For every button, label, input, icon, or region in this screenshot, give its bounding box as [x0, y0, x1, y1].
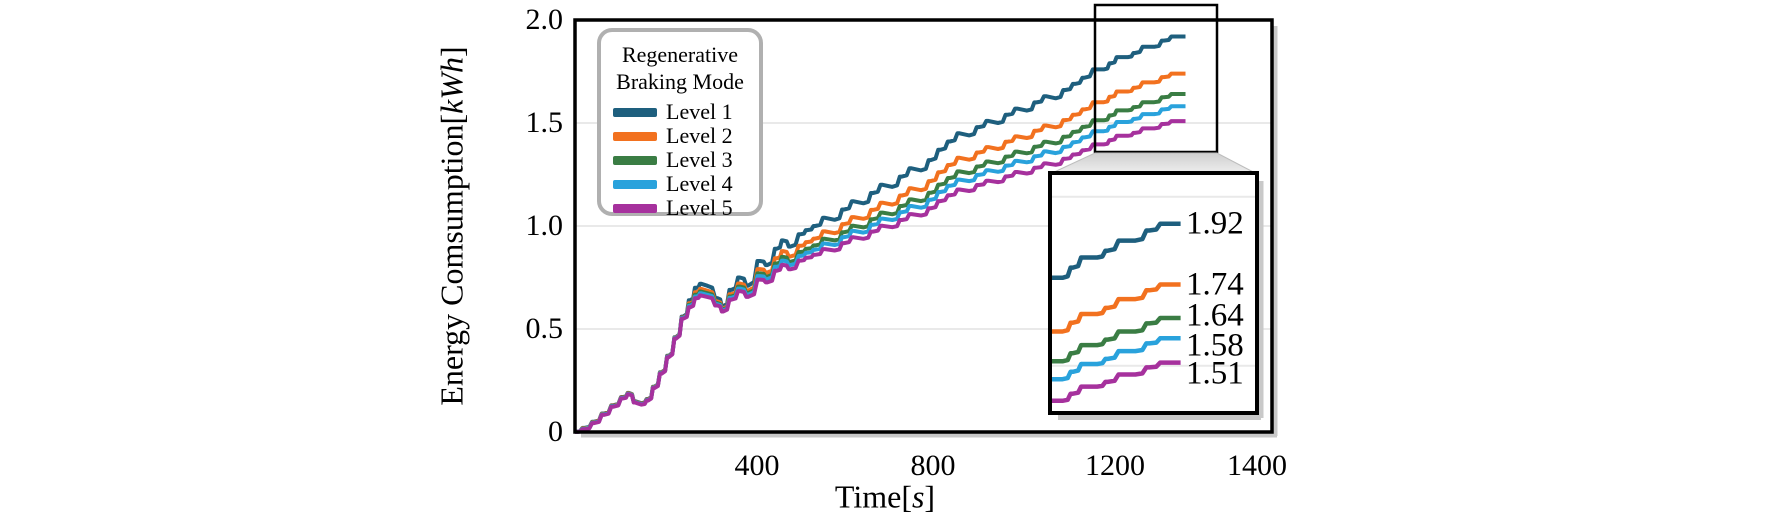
- legend-item-level-1: Level 1: [601, 100, 759, 124]
- inset-series-line-level-2: [1050, 282, 1181, 334]
- legend: Regenerative Braking Mode Level 1 Level 2…: [597, 28, 763, 220]
- legend-item-label-level-3: Level 3: [666, 147, 733, 172]
- inset-series-line-level-5: [1050, 360, 1181, 404]
- legend-swatch-level-3: [613, 155, 657, 165]
- inset-series-line-level-1: [1050, 221, 1181, 281]
- legend-item-level-5: Level 5: [601, 196, 759, 220]
- inset-frame: [1048, 171, 1259, 415]
- legend-title: Regenerative Braking Mode: [601, 32, 759, 95]
- x-tick-400: 400: [734, 449, 780, 482]
- inset-series-line-level-3: [1050, 315, 1181, 364]
- x-tick-1400: 1400: [1227, 449, 1287, 482]
- x-tick-800: 800: [910, 449, 956, 482]
- legend-swatch-level-2: [613, 131, 657, 141]
- inset-value-label-level-4: 1.58: [1186, 327, 1244, 364]
- y-tick-0.5: 0.5: [525, 312, 564, 345]
- legend-swatch-level-4: [613, 179, 657, 189]
- legend-item-label-level-4: Level 4: [666, 171, 733, 196]
- inset-series-line-level-4: [1050, 336, 1181, 382]
- legend-title-line2: Braking Mode: [616, 69, 744, 94]
- y-tick-1.5: 1.5: [525, 106, 564, 139]
- y-axis-unit: kWh: [433, 56, 470, 114]
- legend-item-level-3: Level 3: [601, 148, 759, 172]
- legend-item-level-2: Level 2: [601, 124, 759, 148]
- x-axis-label-suffix: ]: [924, 478, 936, 515]
- axes-frame: [573, 18, 1274, 434]
- x-tick-1200: 1200: [1085, 449, 1145, 482]
- legend-item-label-level-2: Level 2: [666, 123, 733, 148]
- y-axis-label-text: Energy Comsumption[: [433, 113, 470, 406]
- y-axis-label-suffix: ]: [433, 46, 470, 57]
- y-tick-0: 0: [548, 415, 563, 448]
- inset-value-label-level-1: 1.92: [1186, 205, 1244, 242]
- inset-background: [1050, 173, 1257, 413]
- inset-series-lines: [1050, 221, 1181, 404]
- series-line-level-5: [574, 119, 1186, 434]
- inset-value-label-level-3: 1.64: [1186, 297, 1244, 334]
- inset-value-label-level-5: 1.51: [1186, 355, 1244, 392]
- legend-swatch-level-1: [613, 107, 657, 117]
- y-tick-1.0: 1.0: [525, 209, 564, 242]
- legend-item-level-4: Level 4: [601, 172, 759, 196]
- series-lines: [574, 34, 1186, 434]
- x-axis-unit: s: [911, 478, 925, 515]
- y-tick-2.0: 2.0: [525, 3, 564, 36]
- x-axis-label: Time[s]: [835, 479, 935, 516]
- inset-value-label-level-2: 1.74: [1186, 266, 1244, 303]
- legend-title-line1: Regenerative: [621, 42, 739, 67]
- legend-swatch-level-5: [613, 203, 657, 213]
- zoom-indicator-rect: [1093, 3, 1219, 154]
- zoom-connector: [1049, 152, 1258, 175]
- legend-item-label-level-5: Level 5: [666, 195, 733, 220]
- y-axis-label: Energy Comsumption[kWh]: [434, 46, 471, 405]
- legend-items: Level 1 Level 2 Level 3 Level 4 Level 5: [601, 100, 759, 220]
- legend-item-label-level-1: Level 1: [666, 99, 733, 124]
- x-axis-label-text: Time[: [834, 478, 912, 515]
